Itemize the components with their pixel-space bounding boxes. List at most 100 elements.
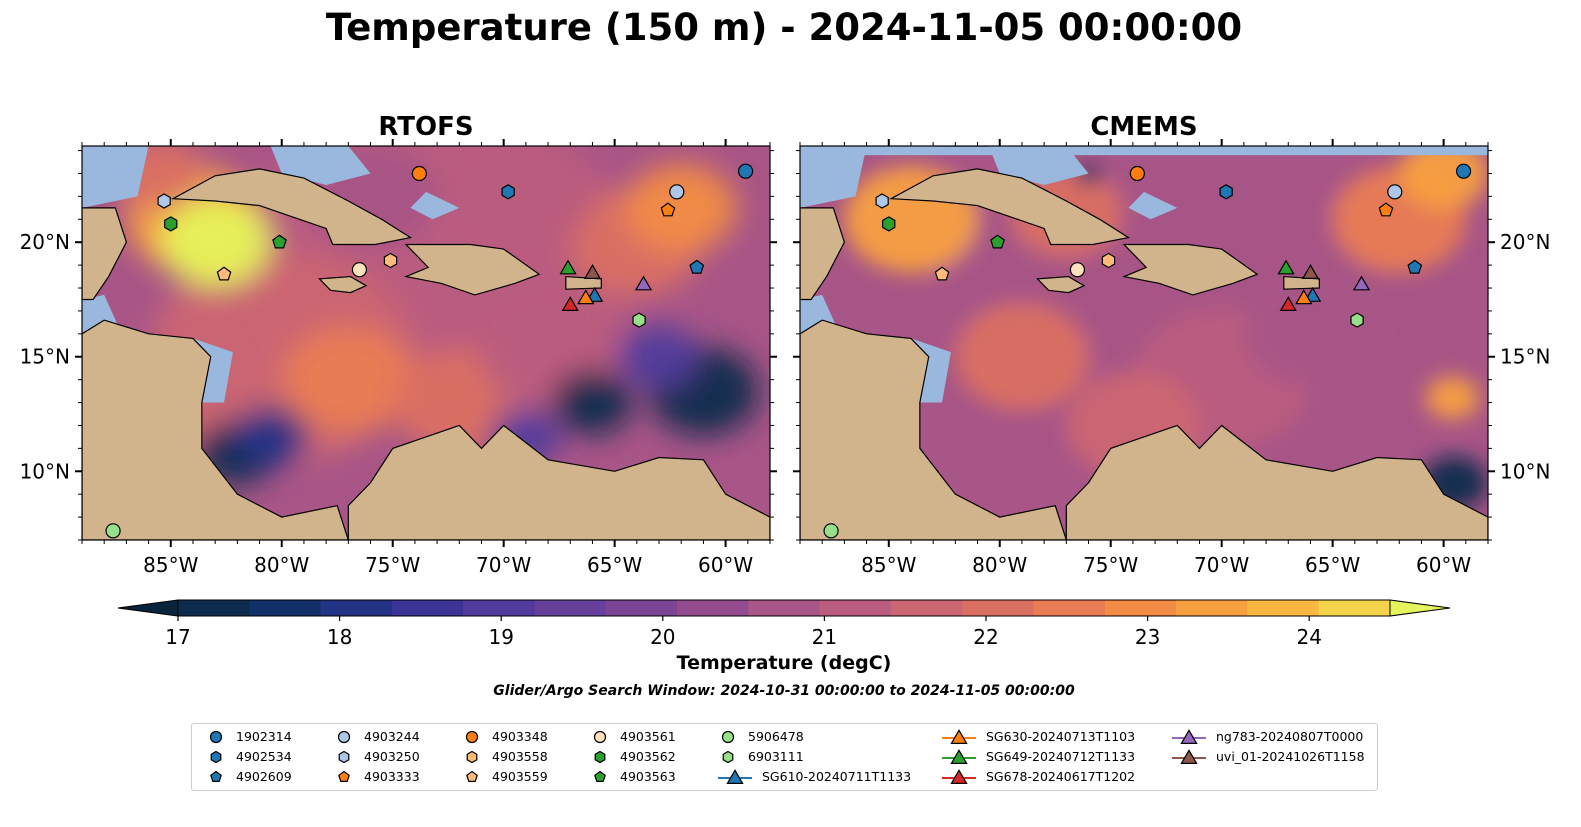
x-tick-label: 60°W [1416,553,1471,577]
marker-uvi_01-20241026T1158 [1180,749,1198,764]
colorbar-bin [1247,600,1320,616]
marker-4903333 [1378,202,1394,217]
legend-marker-icon [722,750,734,764]
colorbar-bin [1318,600,1391,616]
colorbar-bin [249,600,322,616]
marker-SG630-20240713T1103 [1295,289,1313,305]
legend-marker-icon [1172,749,1206,764]
marker-1902314 [737,163,754,179]
legend-label: 4902534 [236,749,292,764]
marker-4903558 [466,750,478,764]
y-tick-label: 15°N [20,345,70,369]
marker-SG649-20240712T1133 [1277,259,1295,275]
marker-4903563 [272,234,287,249]
legend-marker-icon [594,770,606,782]
y-tick-label: 10°N [1500,459,1550,483]
marker-4903250 [157,193,171,209]
chart-title: Temperature (150 m) - 2024-11-05 00:00:0… [325,6,1243,49]
legend-label: 4903562 [620,749,676,764]
legend-label: 6903111 [748,749,804,764]
colorbar-bin [320,600,393,616]
colorbar-bin [1176,600,1248,616]
marker-SG630-20240713T1103 [577,289,595,305]
marker-SG610-20240711T1133 [726,769,744,784]
legend-marker-icon [942,729,976,744]
colorbar-bin [1033,600,1106,616]
marker-4902609 [689,259,705,274]
colorbar-tick-label: 19 [488,625,513,649]
marker-4903348 [465,730,479,744]
marker-4903250 [338,750,350,764]
marker-4903559 [466,770,478,782]
legend-label: 4902609 [236,769,292,784]
marker-4903559 [934,266,950,281]
marker-SG678-20240617T1202 [561,296,579,311]
legend-marker-icon [594,750,606,764]
marker-1902314 [1455,163,1472,179]
colorbar-bin [534,600,607,616]
x-tick-label: 60°W [698,553,753,577]
colorbar-bin [890,600,963,616]
marker-4903558 [1101,252,1116,269]
x-tick-label: 75°W [1083,553,1138,577]
x-tick-label: 75°W [365,553,420,577]
marker-ng783-20240807T0000 [1180,729,1198,744]
marker-SG610-20240711T1133 [586,286,604,302]
colorbar-bin [819,600,892,616]
legend-label: 4903250 [364,749,420,764]
panel-title-cmems: CMEMS [1090,112,1198,142]
marker-4903250 [875,193,889,209]
legend-label: 4903559 [492,769,548,784]
marker-4903561 [1069,262,1086,278]
x-tick-label: 85°W [861,553,916,577]
colorbar-tick-label: 17 [165,625,190,649]
legend-marker-icon [942,769,976,784]
legend-label: 1902314 [236,729,292,744]
marker-4903562 [594,750,606,764]
marker-4903333 [338,770,350,782]
legend-marker-icon [1172,729,1206,744]
colorbar-tick-label: 21 [812,625,837,649]
marker-4902534 [210,750,222,764]
marker-SG610-20240711T1133 [1304,286,1322,302]
marker-4903244 [337,730,351,744]
legend-marker-icon [209,730,223,744]
marker-6903111 [1350,312,1364,328]
legend-label: 4903348 [492,729,548,744]
marker-5906478 [823,523,839,539]
legend-marker-icon [718,769,752,784]
marker-5906478 [105,523,121,539]
colorbar-tick-label: 24 [1296,625,1321,649]
x-tick-label: 85°W [143,553,198,577]
legend-marker-icon [466,750,478,764]
y-tick-label: 15°N [1500,345,1550,369]
legend-label: SG630-20240713T1103 [986,729,1136,744]
marker-4903562 [882,216,896,232]
marker-4903561 [593,730,607,744]
marker-SG649-20240712T1133 [950,749,968,764]
colorbar-tick-label: 22 [973,625,998,649]
legend-marker-icon [465,730,479,744]
marker-4902534 [1219,184,1233,200]
marker-4903244 [669,184,685,200]
colorbar-bin [677,600,749,616]
legend-label: SG678-20240617T1202 [986,769,1136,784]
marker-4903559 [216,266,232,281]
marker-uvi_01-20241026T1158 [1301,263,1320,279]
marker-4903558 [383,252,398,269]
marker-SG678-20240617T1202 [1279,296,1297,311]
marker-4903333 [660,202,676,217]
legend-marker-icon [338,750,350,764]
x-tick-label: 65°W [1305,553,1360,577]
marker-SG630-20240713T1103 [950,729,968,744]
legend-marker-icon [466,770,478,782]
marker-4903563 [594,770,606,782]
x-tick-label: 70°W [476,553,531,577]
marker-5906478 [721,730,735,744]
colorbar-bin [748,600,821,616]
legend-label: 5906478 [748,729,804,744]
legend-label: 4903244 [364,729,420,744]
legend-marker-icon [593,730,607,744]
x-tick-label: 65°W [587,553,642,577]
x-tick-label: 80°W [972,553,1027,577]
